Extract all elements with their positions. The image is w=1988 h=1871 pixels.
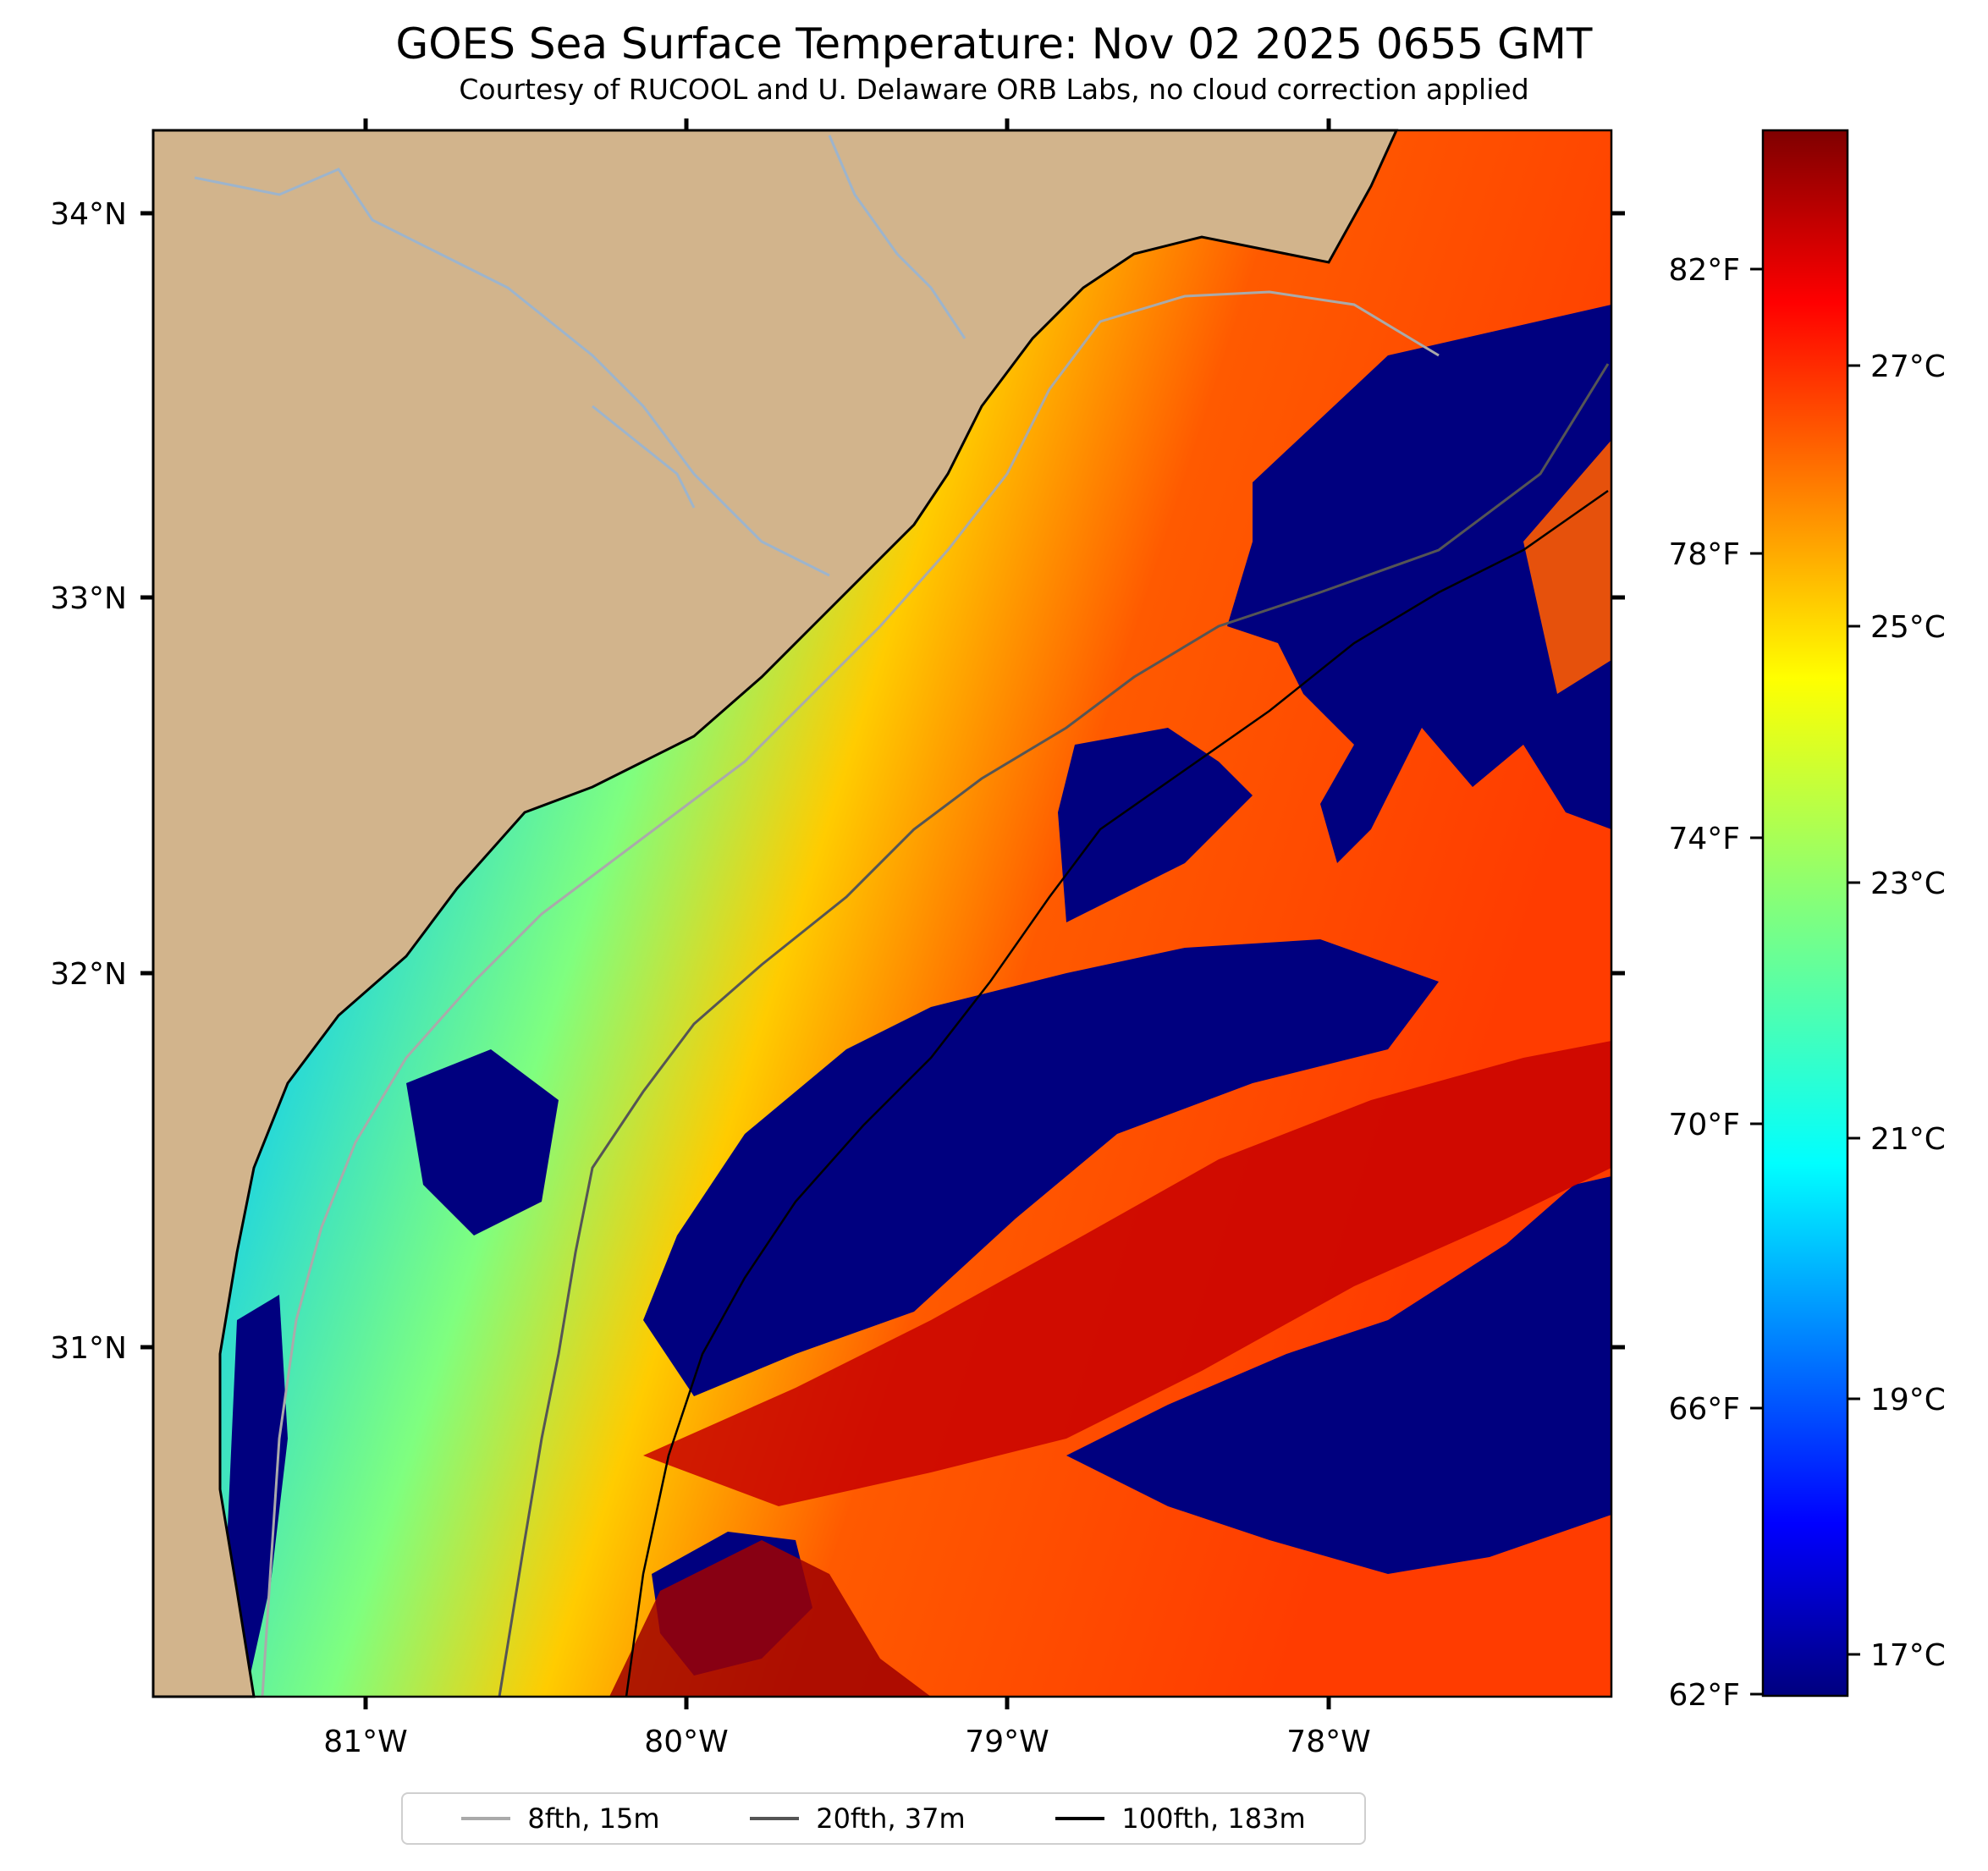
colorbar-celsius-label: 17°C	[1870, 1638, 1946, 1673]
land	[151, 129, 1399, 1698]
lat-label: 31°N	[50, 1331, 127, 1366]
lat-label: 32°N	[50, 957, 127, 992]
colorbar-celsius-label: 19°C	[1870, 1383, 1946, 1417]
isobath-legend: 8fth, 15m 20fth, 37m 100fth, 183m	[401, 1792, 1366, 1845]
colorbar-fahrenheit-label: 82°F	[1668, 253, 1740, 288]
legend-line-dark-gray	[750, 1817, 800, 1820]
map-frame	[151, 129, 1613, 1698]
legend-item-8fth: 8fth, 15m	[461, 1802, 659, 1835]
colorbar-celsius-label: 25°C	[1870, 610, 1946, 645]
lon-label: 81°W	[323, 1725, 407, 1759]
chart-subtitle: Courtesy of RUCOOL and U. Delaware ORB L…	[459, 73, 1529, 106]
lat-label: 34°N	[50, 197, 127, 232]
colorbar-celsius-label: 27°C	[1870, 349, 1946, 384]
legend-line-light-gray	[461, 1817, 511, 1820]
colorbar-fahrenheit-label: 70°F	[1668, 1108, 1740, 1142]
colorbar-celsius-label: 21°C	[1870, 1122, 1946, 1157]
legend-line-black	[1055, 1817, 1105, 1820]
colorbar-fahrenheit-label: 78°F	[1668, 537, 1740, 572]
colorbar-fahrenheit-label: 66°F	[1668, 1392, 1740, 1427]
rivers	[194, 135, 966, 577]
legend-label: 100fth, 183m	[1121, 1802, 1306, 1835]
lon-label: 80°W	[644, 1725, 728, 1759]
legend-label: 20fth, 37m	[816, 1802, 966, 1835]
colorbar-ticks	[1750, 267, 1860, 1696]
cold-water-regions	[220, 305, 1611, 1697]
lon-label: 78°W	[1286, 1725, 1370, 1759]
lon-label: 79°W	[965, 1725, 1049, 1759]
axis-ticks	[140, 118, 1625, 1709]
legend-item-20fth: 20fth, 37m	[750, 1802, 966, 1835]
colorbar-fahrenheit-label: 62°F	[1668, 1678, 1740, 1713]
isobaths	[261, 290, 1610, 1698]
colorbar-celsius-label: 23°C	[1870, 867, 1946, 901]
legend-item-100fth: 100fth, 183m	[1055, 1802, 1306, 1835]
colorbar-fahrenheit-label: 74°F	[1668, 822, 1740, 856]
colorbar	[1761, 129, 1849, 1698]
lat-label: 33°N	[50, 581, 127, 616]
chart-title: GOES Sea Surface Temperature: Nov 02 202…	[395, 19, 1593, 69]
legend-label: 8fth, 15m	[527, 1802, 660, 1835]
